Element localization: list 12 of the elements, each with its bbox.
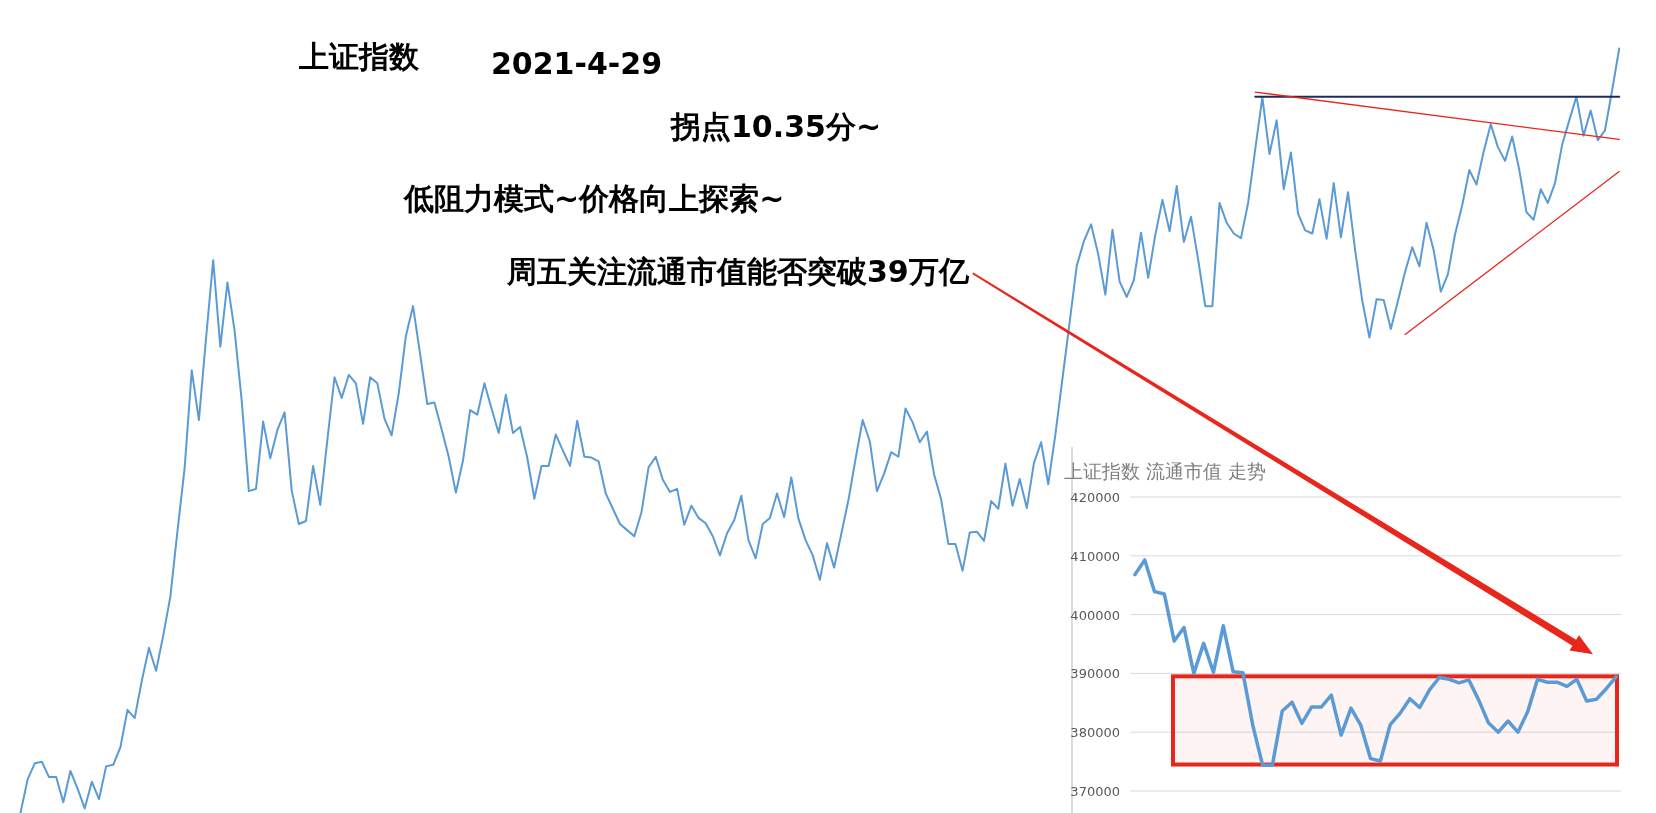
annotation: 周五关注流通市值能否突破39万亿	[506, 254, 970, 289]
y-tick-label: 370000	[1070, 784, 1120, 799]
chart-title: 上证指数	[298, 39, 420, 74]
annotation: 低阻力模式~价格向上探索~	[403, 181, 785, 216]
y-tick-label: 400000	[1070, 607, 1120, 623]
y-tick-label: 380000	[1070, 725, 1120, 741]
annotation: 拐点10.35分~	[670, 109, 882, 144]
y-tick-label: 420000	[1070, 490, 1120, 505]
chart-title: 上证指数 流通市值 走势	[1063, 460, 1267, 482]
annotation: 2021-4-29	[491, 46, 663, 81]
y-tick-label: 390000	[1070, 666, 1120, 682]
y-tick-label: 410000	[1070, 548, 1120, 564]
